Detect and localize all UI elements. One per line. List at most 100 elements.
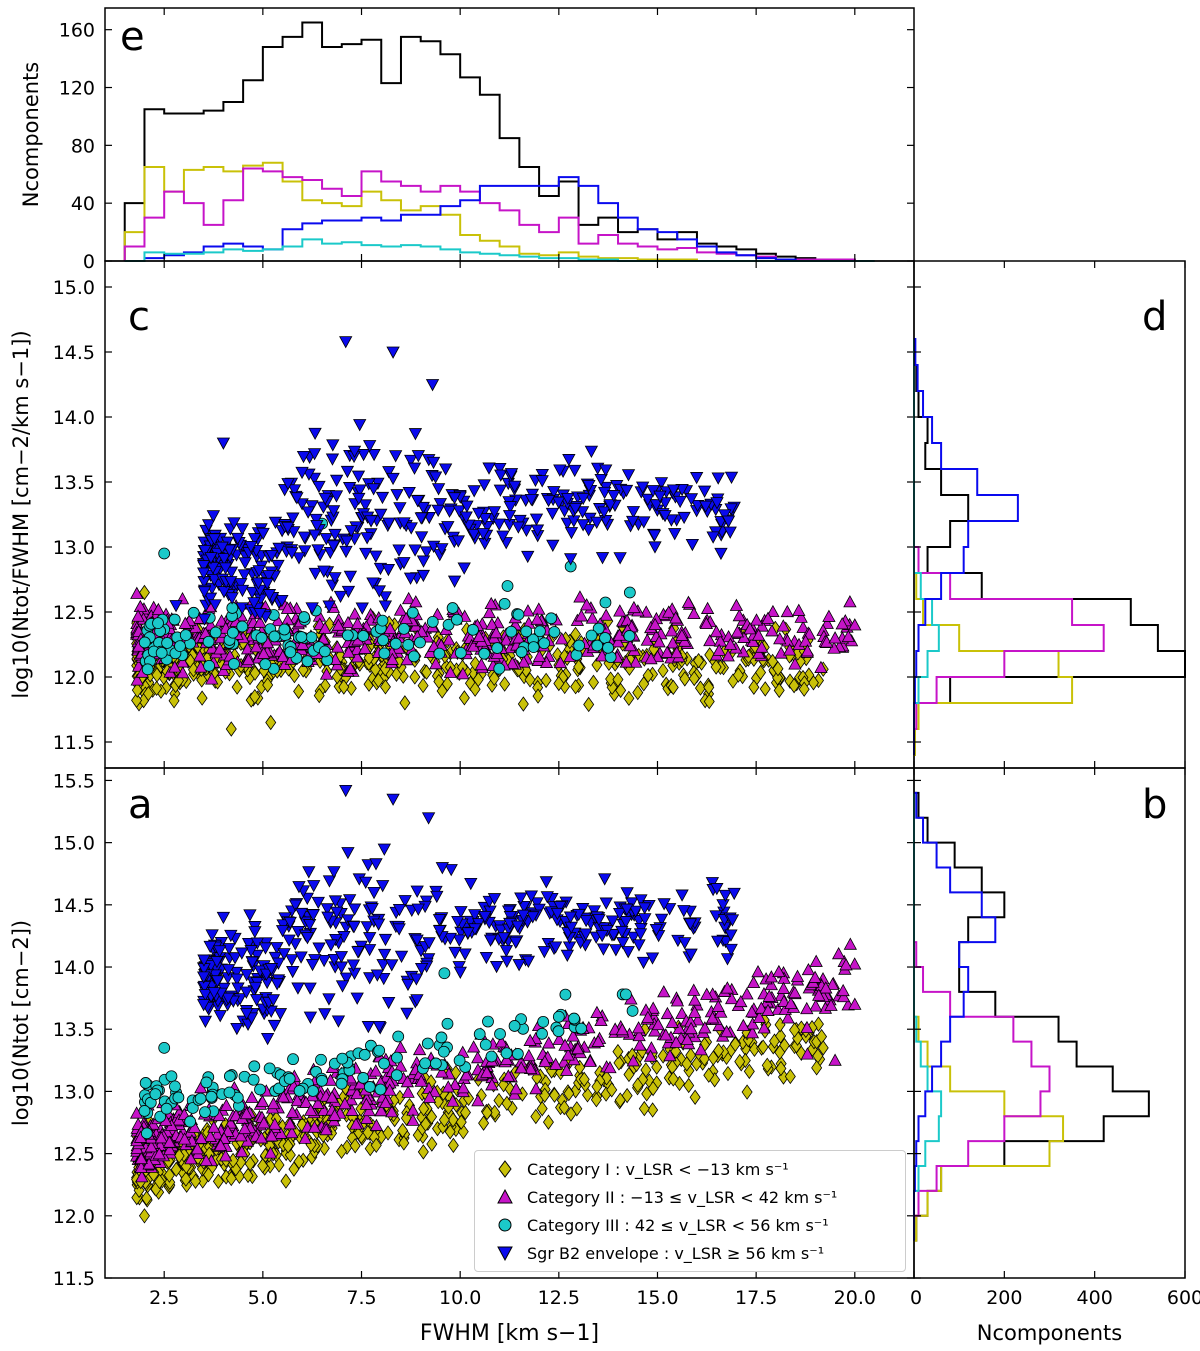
data-point-category-ii: [400, 1074, 414, 1088]
data-point-envelope: [388, 450, 403, 463]
data-point-category-ii: [532, 602, 546, 615]
data-point-category-i: [683, 1077, 695, 1094]
data-point-category-ii: [494, 1035, 509, 1048]
legend-diamond-marker: [483, 1160, 527, 1178]
data-point-category-ii: [474, 657, 489, 671]
data-point-category-i: [667, 1071, 679, 1087]
data-point-category-ii: [131, 609, 145, 622]
data-point-category-ii: [631, 1021, 646, 1034]
data-point-category-i: [565, 1106, 577, 1122]
data-point-category-ii: [393, 1040, 408, 1053]
data-point-envelope: [386, 472, 400, 486]
data-point-envelope: [225, 592, 239, 605]
data-point-envelope: [724, 471, 739, 484]
data-point-category-i: [647, 1102, 659, 1118]
data-point-category-ii: [359, 1097, 374, 1110]
data-point-category-i: [612, 671, 624, 688]
data-point-envelope: [256, 527, 270, 541]
data-point-envelope: [243, 909, 257, 922]
data-point-envelope: [673, 495, 687, 509]
data-point-category-ii: [721, 649, 735, 662]
data-point-category-i: [613, 1055, 625, 1071]
data-point-envelope: [356, 449, 371, 462]
data-point-envelope: [302, 866, 316, 879]
data-point-category-i: [549, 1087, 561, 1103]
data-point-category-iii: [187, 606, 200, 619]
data-point-envelope: [390, 489, 404, 502]
data-point-category-iii: [515, 646, 528, 658]
data-point-category-iii: [623, 630, 636, 642]
data-point-envelope: [212, 945, 227, 958]
data-point-category-ii: [401, 1085, 415, 1098]
data-point-envelope: [324, 939, 338, 952]
data-point-envelope: [447, 575, 462, 588]
data-point-category-ii: [362, 1103, 376, 1117]
data-point-envelope: [435, 543, 449, 556]
data-point-category-i: [196, 690, 208, 706]
legend-label-category-iii: Category III : 42 ≤ v_LSR < 56 km s⁻¹: [527, 1215, 829, 1235]
data-point-envelope: [374, 508, 388, 522]
data-point-envelope: [553, 901, 567, 914]
data-point-category-ii: [755, 640, 769, 653]
data-point-category-i: [694, 680, 706, 696]
data-point-category-i: [225, 721, 237, 737]
data-point-envelope: [352, 492, 366, 506]
data-point-envelope: [678, 937, 692, 950]
data-point-category-i: [369, 661, 381, 678]
data-point-envelope: [532, 903, 546, 916]
data-point-envelope: [524, 493, 539, 507]
data-point-category-ii: [249, 640, 263, 653]
data-point-category-i: [657, 662, 669, 679]
panel-y-tick-label: 13.5: [53, 1019, 95, 1041]
data-point-envelope: [340, 465, 355, 479]
data-point-category-ii: [521, 604, 535, 617]
data-point-category-ii: [644, 652, 658, 665]
data-point-envelope: [431, 504, 445, 518]
data-point-category-ii: [613, 604, 627, 617]
panel-y-tick-label: 14.0: [53, 407, 95, 429]
data-point-category-i: [409, 669, 421, 685]
data-point-category-iii: [287, 1053, 299, 1066]
data-point-category-ii: [427, 1084, 442, 1098]
data-point-category-ii: [406, 1113, 420, 1126]
data-point-category-iii: [254, 1083, 266, 1096]
data-point-category-i: [748, 679, 760, 695]
histogram-step-envelope: [913, 791, 997, 1241]
data-point-category-iii: [158, 1041, 171, 1054]
data-point-envelope: [353, 484, 367, 497]
data-point-category-ii: [822, 609, 836, 622]
data-point-envelope: [435, 862, 450, 875]
data-point-envelope: [308, 529, 322, 542]
data-point-envelope: [502, 510, 517, 523]
data-point-envelope: [213, 1010, 227, 1023]
data-point-category-ii: [820, 616, 834, 629]
data-point-category-iii: [453, 1054, 466, 1067]
data-point-category-ii: [831, 946, 846, 960]
panel-label-e: e: [120, 14, 145, 60]
data-point-category-i: [759, 681, 771, 697]
panel-y-tick-label: 12.0: [53, 1206, 95, 1228]
data-point-envelope: [333, 590, 348, 604]
data-point-category-ii: [652, 635, 666, 648]
data-point-category-i: [642, 667, 654, 684]
data-point-category-ii: [751, 628, 766, 641]
data-point-envelope: [248, 981, 263, 995]
data-point-envelope: [433, 498, 448, 511]
data-point-category-ii: [268, 1117, 282, 1130]
data-point-category-i: [242, 1167, 254, 1184]
data-point-category-ii: [740, 987, 754, 1000]
data-point-envelope: [649, 499, 663, 512]
data-point-envelope: [305, 500, 319, 513]
data-point-category-iii: [318, 645, 331, 658]
data-point-category-i: [455, 1114, 467, 1130]
data-point-category-iii: [293, 1084, 306, 1097]
data-point-envelope: [459, 511, 473, 524]
data-point-envelope: [513, 514, 527, 528]
data-point-envelope: [698, 500, 713, 513]
data-point-envelope: [372, 585, 387, 598]
panel-y-tick-label: 11.5: [53, 732, 95, 754]
data-point-envelope: [711, 935, 725, 948]
data-point-category-ii: [615, 1022, 629, 1036]
data-point-envelope: [635, 481, 650, 494]
data-point-category-ii: [350, 616, 365, 630]
